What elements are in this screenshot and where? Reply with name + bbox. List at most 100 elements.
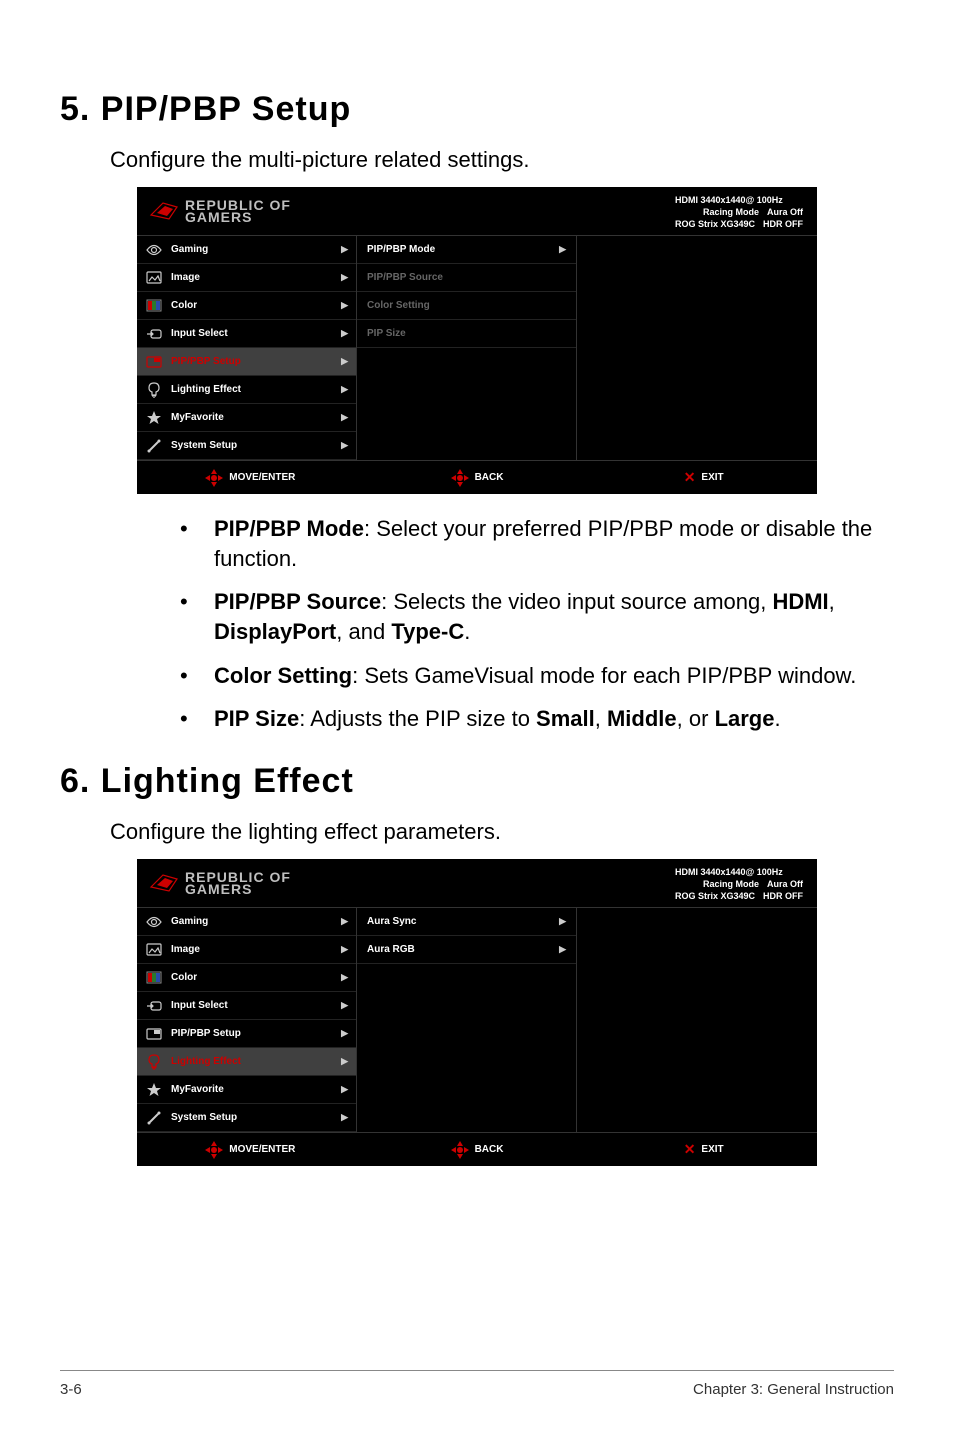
menu-fav[interactable]: MyFavorite ▶ [137,1076,356,1104]
menu-pip[interactable]: PIP/PBP Setup ▶ [137,348,356,376]
menu-lighting[interactable]: Lighting Effect ▶ [137,376,356,404]
section-6-intro: Configure the lighting effect parameters… [110,819,894,845]
bullet-color-setting-text: : Sets GameVisual mode for each PIP/PBP … [352,663,856,688]
menu-color-label: Color [171,972,197,983]
menu-pip[interactable]: PIP/PBP Setup ▶ [137,1020,356,1048]
chevron-right-icon: ▶ [341,412,348,423]
rog-logo: REPUBLIC OF GAMERS [149,871,291,895]
bullet-pip-mode-term: PIP/PBP Mode [214,516,364,541]
sub-pip-mode-label: PIP/PBP Mode [367,244,435,255]
joystick-icon [451,471,469,485]
chevron-right-icon: ▶ [341,1028,348,1039]
menu-input[interactable]: Input Select ▶ [137,992,356,1020]
osd-submenu: PIP/PBP Mode ▶ PIP/PBP Source Color Sett… [357,236,577,460]
bullet-pip-source-text: : Selects the video input source among, [381,589,772,614]
menu-image[interactable]: Image ▶ [137,936,356,964]
footer-move-label: MOVE/ENTER [229,472,295,483]
status-hdr: HDR OFF [763,890,803,902]
bullet-middle: Middle [607,706,677,731]
osd-footer: MOVE/ENTER BACK ✕ EXIT [137,1132,817,1166]
chevron-right-icon: ▶ [341,328,348,339]
section-6-heading: 6. Lighting Effect [60,762,894,801]
input-icon [145,325,163,343]
joystick-icon [205,471,223,485]
chapter-label: Chapter 3: General Instruction [693,1381,894,1398]
tools-icon [145,437,163,455]
rog-eye-icon [149,201,179,221]
osd-menu-left: Gaming ▶ Image ▶ Color ▶ [137,236,357,460]
chevron-right-icon: ▶ [341,440,348,451]
bullet-color-setting: Color Setting: Sets GameVisual mode for … [180,661,894,691]
sub-pip-source-label: PIP/PBP Source [367,272,443,283]
lighting-icon [145,1053,163,1071]
bullet-large: Large [715,706,775,731]
rog-brand-text: REPUBLIC OF GAMERS [185,871,291,895]
osd-status: HDMI 3440x1440@ 100Hz Racing Mode Aura O… [675,866,803,902]
menu-input-label: Input Select [171,328,228,339]
menu-gaming-label: Gaming [171,916,208,927]
section-5-bullets: PIP/PBP Mode: Select your preferred PIP/… [180,514,894,734]
sub-aura-rgb-label: Aura RGB [367,944,415,955]
chevron-right-icon: ▶ [341,972,348,983]
footer-move: MOVE/ENTER [137,471,364,485]
menu-system[interactable]: System Setup ▶ [137,432,356,460]
gaming-icon [145,241,163,259]
tools-icon [145,1109,163,1127]
menu-lighting[interactable]: Lighting Effect ▶ [137,1048,356,1076]
chevron-right-icon: ▶ [559,944,566,955]
osd-panel-lighting: REPUBLIC OF GAMERS HDMI 3440x1440@ 100Hz… [137,859,817,1166]
osd-submenu: Aura Sync ▶ Aura RGB ▶ [357,908,577,1132]
bullet-pip-size: PIP Size: Adjusts the PIP size to Small,… [180,704,894,734]
chevron-right-icon: ▶ [341,1084,348,1095]
status-mode-label: Racing Mode [703,206,759,218]
osd-detail [577,908,817,1132]
menu-pip-label: PIP/PBP Setup [171,1028,241,1039]
footer-exit-label: EXIT [701,472,723,483]
chevron-right-icon: ▶ [341,244,348,255]
lighting-icon [145,381,163,399]
bullet-hdmi: HDMI [772,589,828,614]
sub-pip-source[interactable]: PIP/PBP Source [357,264,576,292]
menu-gaming[interactable]: Gaming ▶ [137,908,356,936]
footer-back-label: BACK [475,472,504,483]
menu-color[interactable]: Color ▶ [137,964,356,992]
menu-color[interactable]: Color ▶ [137,292,356,320]
star-icon [145,1081,163,1099]
menu-gaming[interactable]: Gaming ▶ [137,236,356,264]
menu-fav[interactable]: MyFavorite ▶ [137,404,356,432]
chevron-right-icon: ▶ [559,916,566,927]
bullet-pip-source-term: PIP/PBP Source [214,589,381,614]
menu-fav-label: MyFavorite [171,1084,224,1095]
sub-color-setting-label: Color Setting [367,300,430,311]
sub-pip-size-label: PIP Size [367,328,406,339]
menu-image[interactable]: Image ▶ [137,264,356,292]
chevron-right-icon: ▶ [341,1112,348,1123]
chevron-right-icon: ▶ [341,356,348,367]
sub-pip-size[interactable]: PIP Size [357,320,576,348]
menu-system[interactable]: System Setup ▶ [137,1104,356,1132]
rog-logo: REPUBLIC OF GAMERS [149,199,291,223]
status-model: ROG Strix XG349C [675,218,755,230]
osd-footer: MOVE/ENTER BACK ✕ EXIT [137,460,817,494]
sub-pip-mode[interactable]: PIP/PBP Mode ▶ [357,236,576,264]
osd-body: Gaming ▶ Image ▶ Color ▶ [137,907,817,1132]
osd-status: HDMI 3440x1440@ 100Hz Racing Mode Aura O… [675,194,803,230]
menu-input[interactable]: Input Select ▶ [137,320,356,348]
status-resolution: HDMI 3440x1440@ 100Hz [675,866,803,878]
osd-header: REPUBLIC OF GAMERS HDMI 3440x1440@ 100Hz… [137,859,817,907]
star-icon [145,409,163,427]
bullet-typec: Type-C [391,619,464,644]
footer-exit: ✕ EXIT [590,1141,817,1158]
sub-color-setting[interactable]: Color Setting [357,292,576,320]
footer-back: BACK [364,471,591,485]
menu-input-label: Input Select [171,1000,228,1011]
osd-detail [577,236,817,460]
chevron-right-icon: ▶ [341,944,348,955]
chevron-right-icon: ▶ [341,1056,348,1067]
sub-aura-sync[interactable]: Aura Sync ▶ [357,908,576,936]
status-mode-label: Racing Mode [703,878,759,890]
menu-color-label: Color [171,300,197,311]
footer-move-label: MOVE/ENTER [229,1144,295,1155]
bullet-small: Small [536,706,595,731]
sub-aura-rgb[interactable]: Aura RGB ▶ [357,936,576,964]
